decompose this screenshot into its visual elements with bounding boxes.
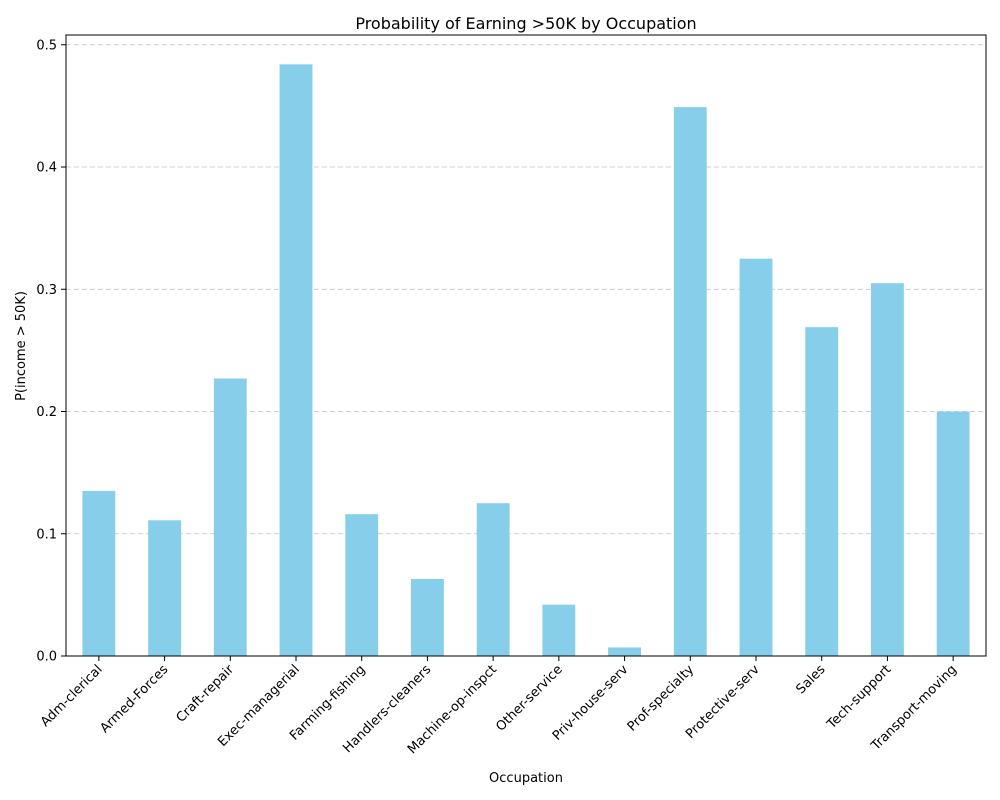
y-tick-label: 0.4 [36,161,57,176]
chart-title: Probability of Earning >50K by Occupatio… [355,14,696,33]
bar-craft-repair [213,378,247,656]
x-tick-label: Prof-specialty [625,662,698,735]
plot-frame [65,34,987,657]
y-tick-label: 0.1 [36,527,57,542]
y-tick-label: 0.3 [36,283,57,298]
x-axis-label: Occupation [489,771,563,786]
y-tick-label: 0.5 [36,38,57,53]
bar-sales [805,327,839,656]
y-tick-label: 0.0 [36,650,57,665]
x-tick-label: Other-service [493,662,565,734]
bar-armed-forces [148,520,181,656]
bar-exec-managerial [279,64,313,657]
y-tick-label: 0.2 [36,405,57,420]
x-tick-label: Adm-clerical [38,662,106,730]
x-tick-label: Craft-repair [174,662,238,726]
bar-other-service [542,604,576,656]
grid-lines [66,44,986,535]
bar-handlers-cleaners [411,578,444,656]
y-axis-ticks: 0.0 0.1 0.2 0.3 0.4 0.5 [36,38,66,665]
y-axis-label: P(income > 50K) [14,291,29,401]
bar-adm-clerical [82,490,116,656]
bar-protective-serv [739,258,773,656]
bar-machine-op-inspct [476,503,510,656]
bar-priv-house-serv [608,647,641,656]
x-tick-label: Sales [793,662,828,697]
x-tick-label: Armed-Forces [97,662,171,736]
bar-prof-specialty [673,107,707,656]
bars [82,64,970,657]
bar-transport-moving [936,411,970,656]
bar-farming-fishing [345,514,379,656]
bar-tech-support [871,283,904,656]
x-tick-label: Tech-support [824,662,895,733]
